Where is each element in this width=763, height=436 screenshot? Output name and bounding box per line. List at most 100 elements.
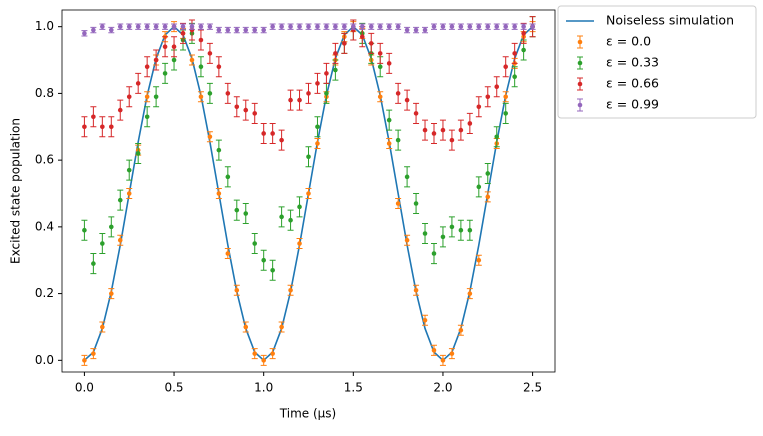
data-point: [117, 24, 123, 29]
data-point: [162, 44, 168, 50]
data-point: [315, 81, 320, 86]
data-point: [476, 24, 482, 29]
data-point: [297, 241, 302, 246]
data-point: [333, 51, 338, 56]
data-point: [198, 24, 204, 29]
data-point: [404, 97, 410, 103]
data-point: [458, 327, 464, 333]
data-point: [91, 27, 96, 33]
data-point: [431, 251, 437, 256]
data-point: [189, 24, 195, 29]
data-point: [261, 257, 266, 263]
data-point: [225, 91, 231, 96]
data-point: [404, 237, 410, 243]
data-point: [243, 27, 249, 33]
data-point: [270, 24, 275, 29]
data-point: [82, 124, 87, 130]
legend-label: ε = 0.33: [606, 55, 659, 70]
data-point: [216, 64, 222, 70]
x-tick-label: 1.5: [344, 381, 363, 395]
y-tick-label: 0.6: [35, 153, 54, 167]
legend-label: Noiseless simulation: [606, 13, 734, 28]
x-axis-label: Time (µs): [279, 407, 336, 421]
data-point: [216, 191, 222, 196]
data-point: [109, 224, 114, 230]
data-point: [512, 51, 517, 56]
data-point: [494, 84, 500, 90]
plot-frame: [61, 9, 556, 373]
legend-swatch: [577, 81, 583, 87]
data-point: [386, 61, 392, 66]
data-point: [368, 24, 374, 29]
data-point: [270, 267, 275, 273]
data-point: [324, 91, 329, 96]
data-point: [413, 287, 419, 293]
data-point: [288, 97, 293, 103]
data-point: [449, 224, 455, 230]
data-point: [100, 324, 105, 330]
data-point: [279, 24, 284, 29]
data-point: [440, 24, 446, 29]
data-point: [359, 24, 365, 29]
x-tick-label: 2.0: [433, 381, 452, 395]
y-tick-label: 0.0: [35, 353, 54, 367]
data-point: [91, 351, 96, 356]
data-point: [503, 94, 509, 100]
data-point: [297, 97, 302, 103]
data-point: [234, 104, 240, 110]
legend-label: ε = 0.66: [606, 76, 659, 91]
data-point: [449, 351, 455, 356]
data-point: [216, 27, 222, 33]
legend-label: ε = 0.0: [606, 34, 651, 49]
data-point: [458, 127, 464, 133]
y-tick-label: 0.8: [35, 86, 54, 100]
x-tick-label: 1.0: [254, 381, 273, 395]
data-point: [476, 104, 482, 110]
data-point: [109, 124, 114, 130]
data-point: [225, 251, 231, 256]
data-point: [82, 227, 87, 233]
data-point: [261, 131, 266, 136]
data-point: [288, 287, 293, 293]
data-point: [189, 57, 195, 63]
data-point: [306, 191, 311, 196]
data-point: [485, 94, 491, 100]
data-point: [144, 114, 150, 120]
data-point: [135, 81, 141, 86]
data-point: [100, 241, 105, 246]
data-point: [109, 27, 114, 33]
data-point: [431, 348, 437, 353]
data-point: [126, 191, 132, 196]
data-point: [117, 107, 123, 113]
data-point: [91, 114, 96, 120]
data-point: [431, 24, 437, 29]
data-point: [243, 211, 249, 216]
data-point: [288, 217, 293, 223]
data-point: [422, 231, 428, 236]
data-point: [467, 24, 473, 29]
y-tick-label: 0.4: [35, 219, 54, 233]
data-point: [270, 351, 275, 356]
data-point: [306, 91, 311, 96]
data-point: [315, 24, 320, 29]
data-point: [261, 358, 266, 363]
data-point: [422, 27, 428, 33]
data-point: [162, 71, 168, 76]
data-point: [162, 24, 168, 29]
data-point: [494, 134, 500, 140]
data-point: [333, 24, 338, 29]
data-point: [225, 27, 231, 33]
data-point: [100, 24, 105, 29]
data-point: [485, 171, 491, 176]
data-point: [315, 124, 320, 130]
x-tick-label: 2.5: [523, 381, 542, 395]
data-point: [225, 174, 231, 180]
data-point: [342, 24, 347, 29]
data-point: [171, 44, 177, 50]
data-point: [252, 241, 258, 246]
data-point: [413, 201, 419, 206]
data-point: [377, 51, 383, 56]
data-point: [512, 74, 517, 80]
data-point: [279, 214, 284, 220]
data-point: [467, 227, 473, 233]
